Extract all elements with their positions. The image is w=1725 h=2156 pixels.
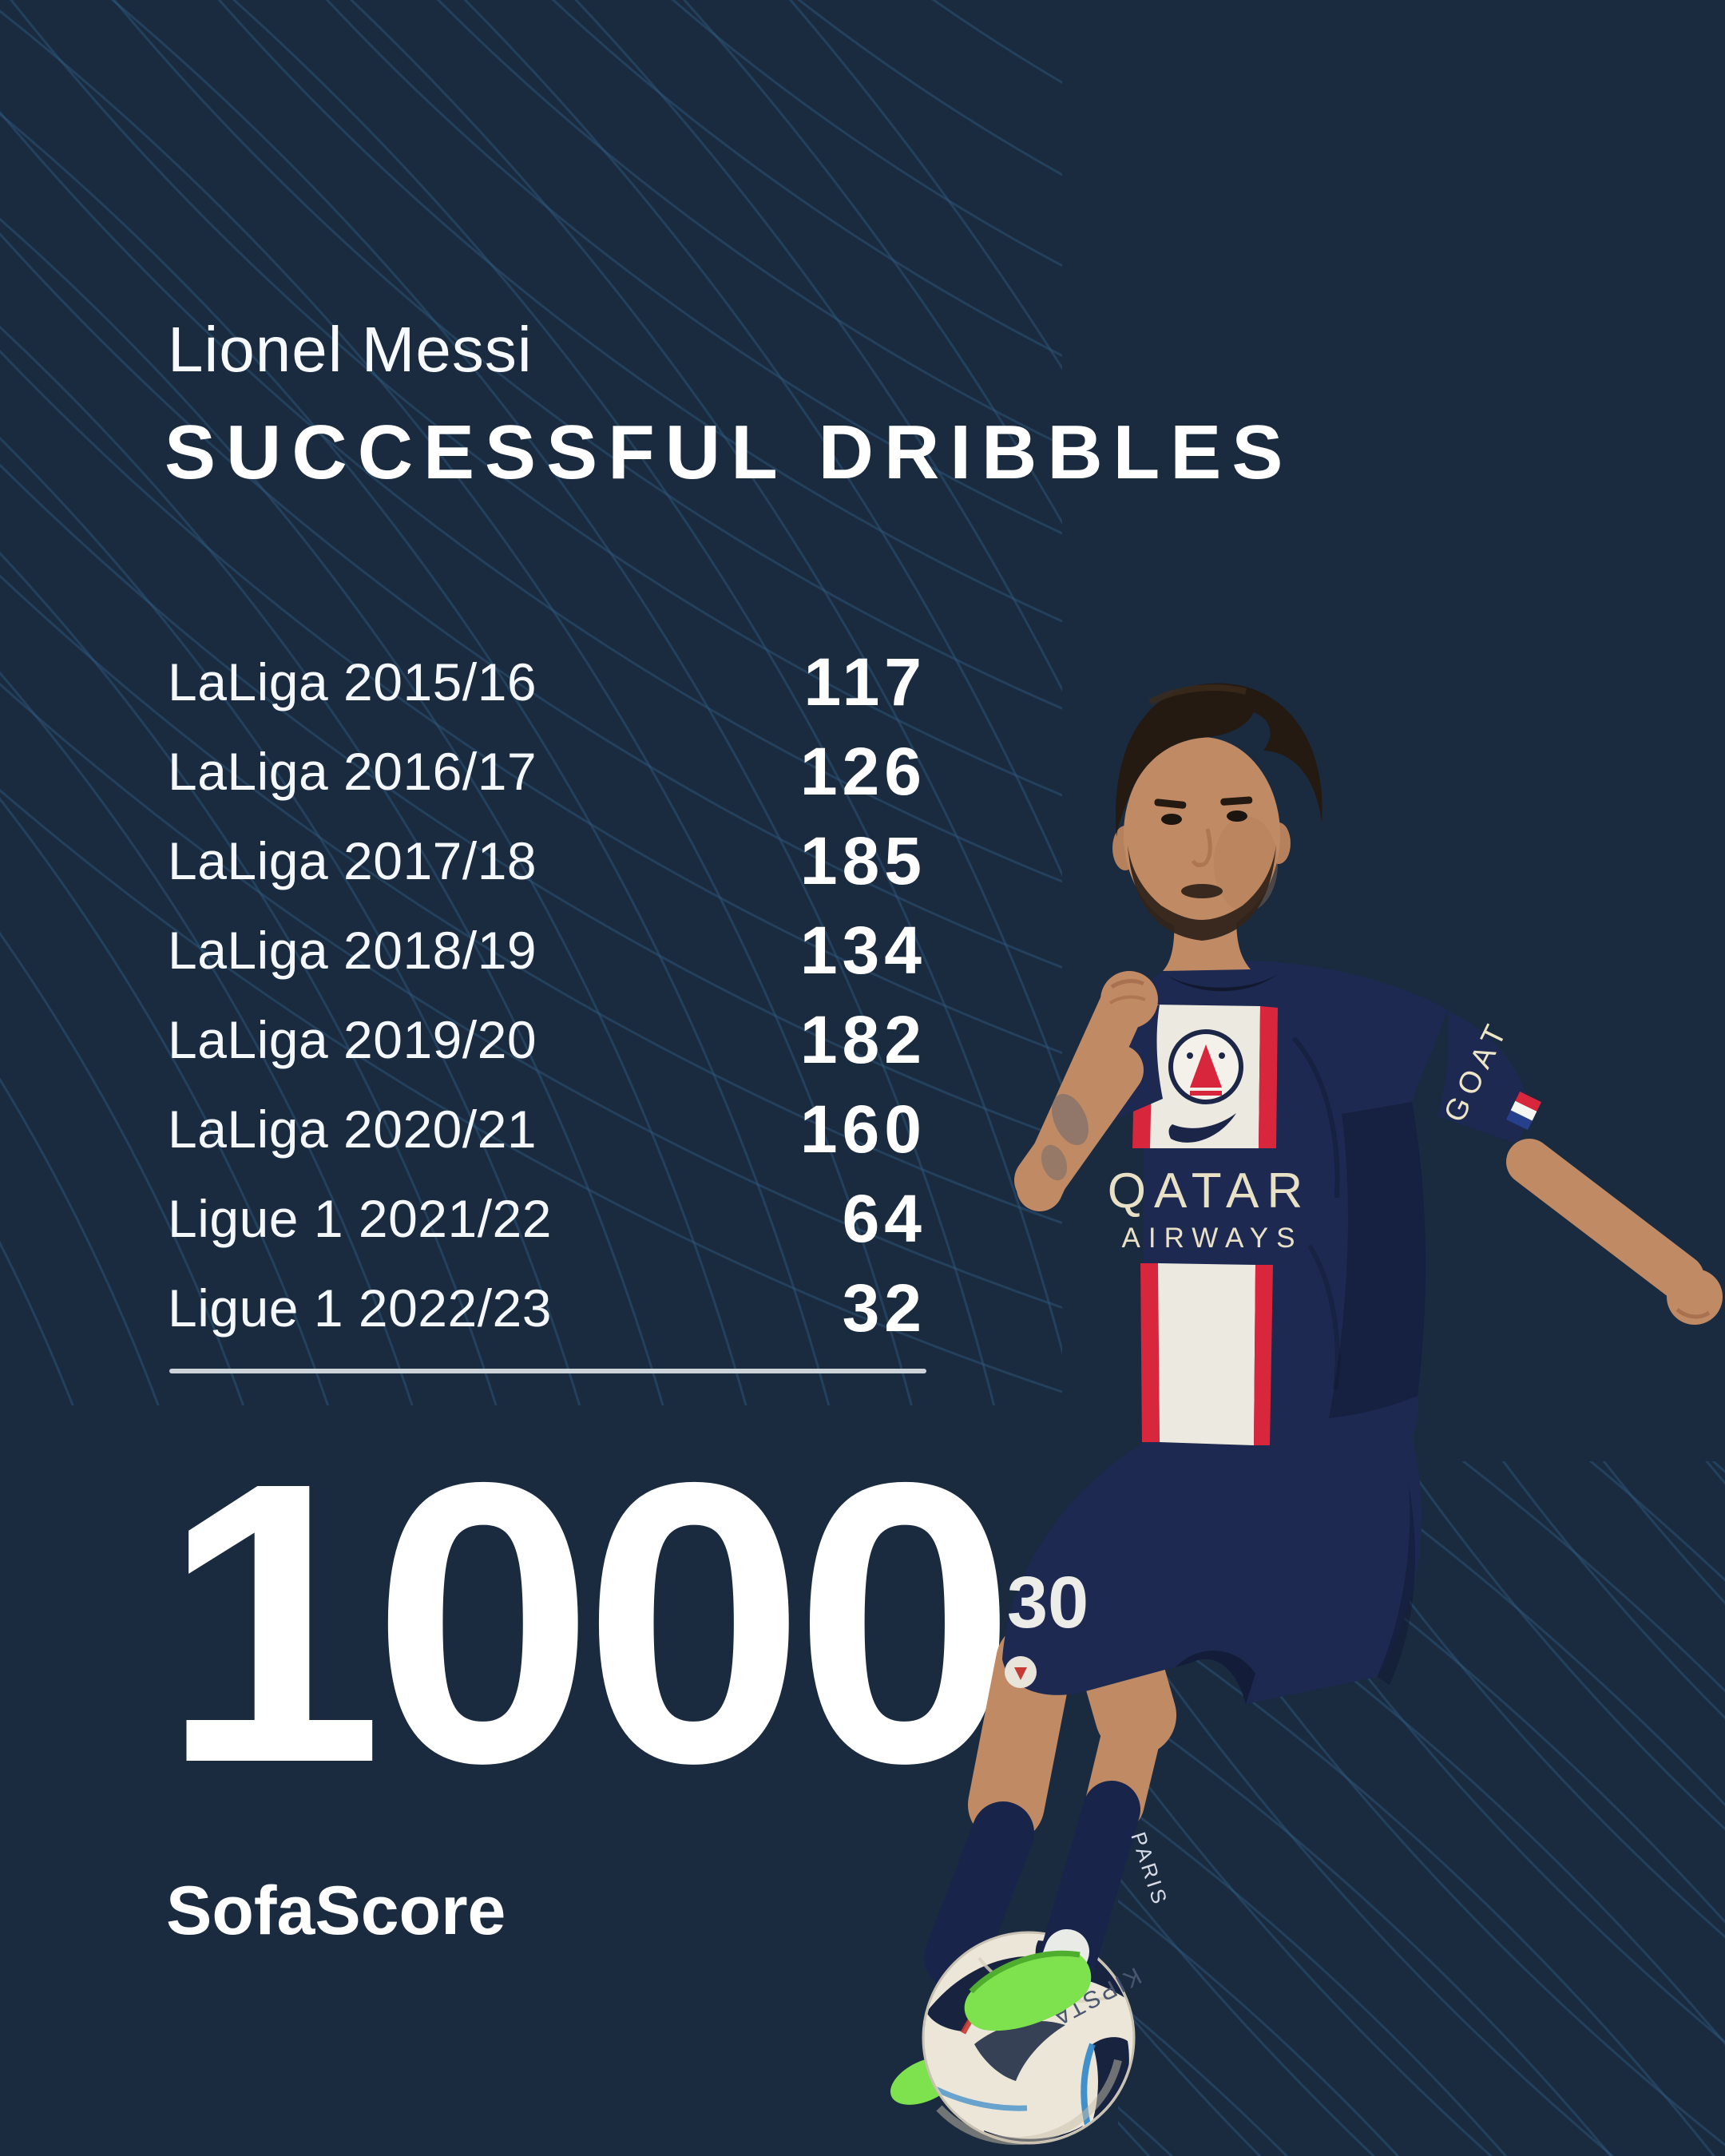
stat-row: Ligue 1 2022/23 32 — [168, 1263, 926, 1353]
season-label: Ligue 1 2022/23 — [168, 1278, 552, 1338]
season-value: 117 — [803, 644, 926, 719]
season-label: LaLiga 2020/21 — [168, 1100, 537, 1159]
total-dribbles: 1000 — [161, 1399, 1016, 1845]
stat-row: LaLiga 2020/21 160 — [168, 1084, 926, 1174]
season-label: LaLiga 2016/17 — [168, 742, 537, 801]
season-label: Ligue 1 2021/22 — [168, 1189, 552, 1248]
season-label: LaLiga 2019/20 — [168, 1010, 537, 1069]
season-value: 182 — [799, 1001, 926, 1077]
stat-row: LaLiga 2016/17 126 — [168, 727, 926, 816]
season-value: 134 — [799, 912, 926, 988]
stat-row: LaLiga 2019/20 182 — [168, 995, 926, 1084]
season-value: 160 — [799, 1091, 926, 1167]
stat-row: LaLiga 2018/19 134 — [168, 906, 926, 995]
player-name: Lionel Messi — [168, 314, 533, 385]
stat-row: LaLiga 2017/18 185 — [168, 816, 926, 906]
season-label: LaLiga 2018/19 — [168, 921, 537, 980]
sofascore-logo: SofaScore — [166, 1873, 506, 1949]
stat-row: Ligue 1 2021/22 64 — [168, 1174, 926, 1263]
season-value: 32 — [842, 1270, 926, 1346]
divider-line — [169, 1369, 926, 1373]
season-value: 185 — [799, 822, 926, 898]
season-value: 64 — [842, 1180, 926, 1256]
stats-list: LaLiga 2015/16 117 LaLiga 2016/17 126 La… — [168, 637, 926, 1353]
season-label: LaLiga 2017/18 — [168, 831, 537, 890]
season-value: 126 — [799, 733, 926, 809]
season-label: LaLiga 2015/16 — [168, 652, 537, 711]
page-title: SUCCESSFUL DRIBBLES — [165, 410, 1294, 495]
stat-row: LaLiga 2015/16 117 — [168, 637, 926, 727]
